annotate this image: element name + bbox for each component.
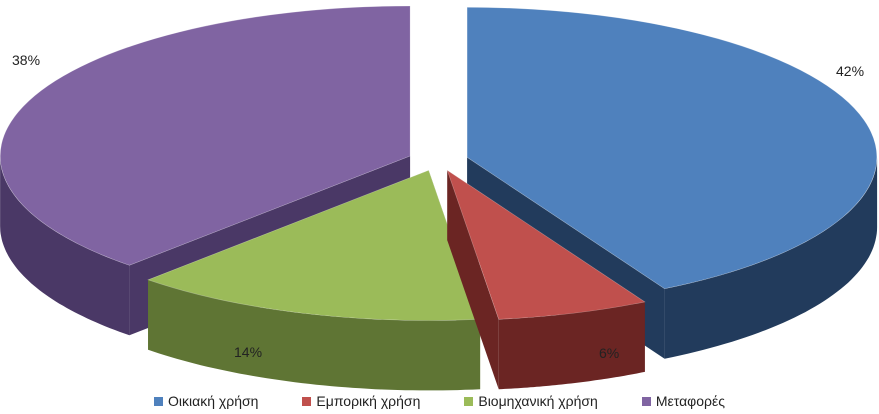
legend-swatch-emporiki — [302, 396, 312, 406]
slice-side-emporiki-end — [447, 170, 499, 390]
slice-emporiki — [446, 169, 646, 320]
legend-label-viomixaniki: Βιομηχανική χρήση — [478, 393, 598, 409]
slice-oikiaki — [466, 6, 878, 290]
legend-label-oikiaki: Οικιακή χρήση — [168, 393, 259, 409]
data-label-emporiki: 6% — [599, 345, 619, 361]
data-label-metafores: 38% — [12, 52, 40, 68]
legend-label-emporiki: Εμπορική χρήση — [316, 393, 421, 409]
pie-slices — [0, 5, 878, 391]
slice-metafores — [0, 5, 411, 266]
slice-wall-metafores — [0, 156, 130, 336]
legend-item-emporiki: Εμπορική χρήση — [302, 393, 420, 409]
legend-swatch-viomixaniki — [464, 396, 474, 406]
slice-wall-viomixaniki — [148, 279, 481, 391]
data-label-viomixaniki: 14% — [234, 344, 262, 360]
slice-viomixaniki — [147, 170, 481, 321]
legend-item-oikiaki: Οικιακή χρήση — [154, 393, 258, 409]
slice-wall-oikiaki — [664, 157, 878, 359]
pie-labels: 42% 6% 14% 38% — [12, 52, 864, 361]
chart-legend: Οικιακή χρήση Εμπορική χρήση Βιομηχανική… — [0, 390, 879, 412]
legend-label-metafores: Μεταφορές — [655, 393, 725, 409]
legend-swatch-oikiaki — [154, 396, 164, 406]
legend-item-viomixaniki: Βιομηχανική χρήση — [464, 393, 598, 409]
legend-swatch-metafores — [641, 396, 651, 406]
slice-wall-emporiki — [498, 301, 645, 390]
legend-item-metafores: Μεταφορές — [641, 393, 725, 409]
data-label-oikiaki: 42% — [836, 63, 864, 79]
